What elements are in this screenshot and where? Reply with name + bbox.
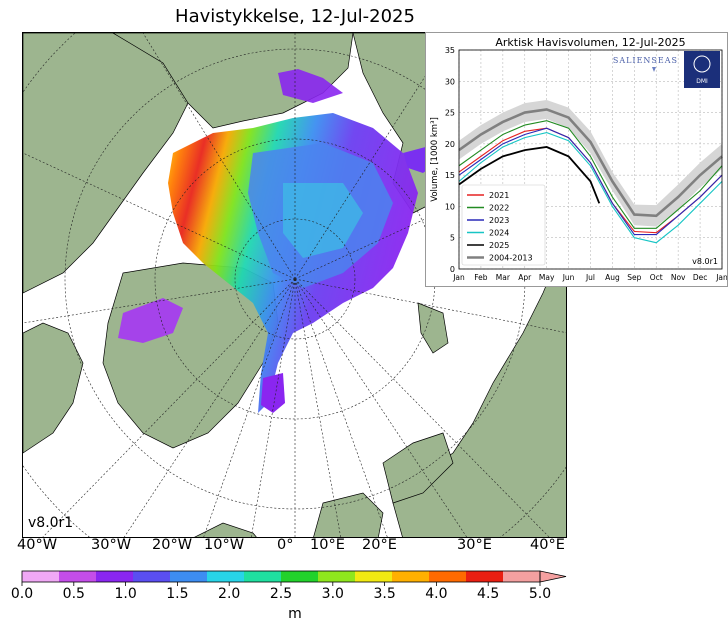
y-tick-label: 20 bbox=[445, 140, 455, 149]
colorbar-tick-label: 2.5 bbox=[269, 586, 293, 602]
colorbar-segment bbox=[392, 571, 430, 582]
x-tick-label: Apr bbox=[518, 273, 532, 282]
x-tick-label: Oct bbox=[650, 273, 663, 282]
colorbar-tick-label: 1.0 bbox=[114, 586, 137, 602]
x-tick-label: Sep bbox=[627, 273, 641, 282]
colorbar-segment bbox=[59, 571, 97, 582]
x-tick-label: Jul bbox=[585, 273, 595, 282]
colorbar-segment bbox=[133, 571, 171, 582]
x-tick-label: Jun bbox=[562, 273, 575, 282]
legend-label-2022: 2022 bbox=[489, 204, 509, 213]
lon-label-10w: 10°W bbox=[204, 537, 245, 553]
colorbar-segment bbox=[429, 571, 467, 582]
colorbar-tick-label: 4.5 bbox=[477, 586, 500, 602]
lon-label-30w: 30°W bbox=[91, 537, 132, 553]
x-tick-label: Jan bbox=[452, 273, 465, 282]
y-tick-label: 30 bbox=[445, 77, 455, 86]
series-line-2023 bbox=[458, 127, 723, 236]
colorbar-unit: m bbox=[288, 606, 302, 622]
y-tick-label: 0 bbox=[450, 265, 455, 274]
lon-label-0: 0° bbox=[277, 537, 294, 553]
colorbar-segment bbox=[96, 571, 134, 582]
lon-label-40e: 40°E bbox=[530, 537, 565, 553]
colorbar-segment bbox=[503, 571, 541, 582]
series-line-2024 bbox=[458, 132, 723, 244]
colorbar-tick-label: 3.5 bbox=[373, 586, 396, 602]
salienseas-logo-text: SALIENSEAS bbox=[613, 56, 678, 65]
colorbar-segment bbox=[318, 571, 356, 582]
lon-label-10e: 10°E bbox=[310, 537, 345, 553]
dmi-logo-text: DMI bbox=[696, 78, 708, 85]
x-tick-label: Feb bbox=[474, 273, 488, 282]
colorbar-tick-label: 5.0 bbox=[528, 586, 552, 602]
dmi-logo-icon bbox=[693, 55, 711, 73]
y-tick-label: 35 bbox=[445, 46, 455, 55]
legend-label-2021: 2021 bbox=[489, 191, 509, 200]
y-tick-label: 5 bbox=[450, 234, 455, 243]
volume-inset-chart: Arktisk Havisvolumen, 12-Jul-2025 0 5 10 15 2… bbox=[425, 32, 728, 287]
colorbar bbox=[21, 570, 567, 586]
colorbar-segment bbox=[244, 571, 282, 582]
colorbar-tick-label: 1.5 bbox=[166, 586, 189, 602]
colorbar-segment bbox=[22, 571, 60, 582]
legend-label-2023: 2023 bbox=[489, 216, 509, 225]
chart-title: Arktisk Havisvolumen, 12-Jul-2025 bbox=[495, 36, 685, 49]
y-axis-label: Volume, [1000 km³] bbox=[430, 117, 440, 202]
lon-label-20e: 20°E bbox=[362, 537, 397, 553]
legend-label-2004-2013: 2004-2013 bbox=[489, 254, 533, 263]
lon-label-30e: 30°E bbox=[457, 537, 492, 553]
colorbar-tick-label: 2.0 bbox=[218, 586, 241, 602]
y-tick-label: 25 bbox=[445, 109, 455, 118]
map-version-label: v8.0r1 bbox=[28, 515, 74, 531]
legend-label-2025: 2025 bbox=[489, 241, 509, 250]
legend-label-2024: 2024 bbox=[489, 229, 509, 238]
salienseas-logo-mark bbox=[652, 67, 656, 72]
colorbar-segment bbox=[170, 571, 208, 582]
y-tick-label: 10 bbox=[445, 202, 455, 211]
colorbar-tick-label: 0.0 bbox=[10, 586, 34, 602]
series-line-2004-2013 bbox=[458, 108, 723, 218]
lon-label-20w: 20°W bbox=[152, 537, 193, 553]
map-title: Havistykkelse, 12-Jul-2025 bbox=[175, 6, 415, 27]
colorbar-tick-label: 0.5 bbox=[62, 586, 85, 602]
colorbar-segment bbox=[281, 571, 319, 582]
plot-frame bbox=[458, 49, 723, 270]
x-tick-label: Jan bbox=[715, 273, 727, 282]
series-line-2022 bbox=[458, 120, 723, 229]
x-tick-label: Aug bbox=[605, 273, 620, 282]
sea-ice bbox=[118, 69, 443, 413]
colorbar-extend-arrow bbox=[539, 570, 567, 583]
lon-label-40w: 40°W bbox=[17, 537, 58, 553]
x-tick-label: Dec bbox=[693, 273, 708, 282]
chart-version-label: v8.0r1 bbox=[692, 257, 718, 266]
colorbar-tick-label: 4.0 bbox=[425, 586, 448, 602]
colorbar-segment bbox=[207, 571, 245, 582]
x-tick-label: Nov bbox=[671, 273, 686, 282]
x-tick-label: May bbox=[539, 273, 555, 282]
colorbar-segment bbox=[466, 571, 504, 582]
series-line-2025 bbox=[458, 146, 601, 204]
x-tick-label: Mar bbox=[496, 273, 511, 282]
colorbar-segment bbox=[355, 571, 393, 582]
dmi-logo-badge bbox=[684, 51, 720, 88]
volume-chart-canvas: Arktisk Havisvolumen, 12-Jul-2025 0 5 10 15 2… bbox=[430, 36, 728, 282]
y-tick-label: 15 bbox=[445, 171, 455, 180]
colorbar-tick-label: 3.0 bbox=[321, 586, 344, 602]
map-canvas bbox=[23, 33, 566, 537]
